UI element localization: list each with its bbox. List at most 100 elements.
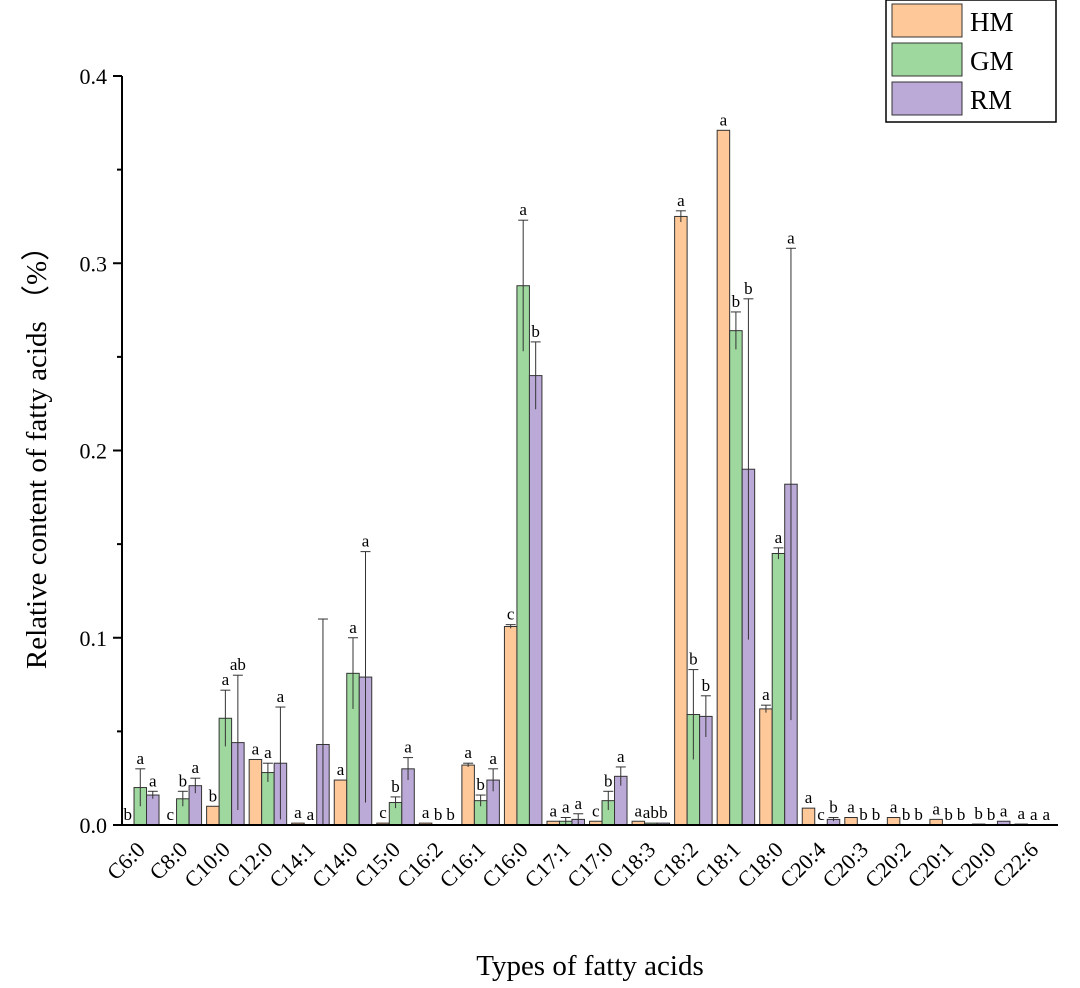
significance-letter: a [489,749,497,768]
bar-hm [886,817,901,826]
significance-letter: b [391,777,400,796]
bar-hm [461,764,475,826]
significance-letter: a [574,794,582,813]
significance-letter: a [252,739,260,758]
significance-letter: a [192,758,200,777]
bar-gm [729,330,743,826]
x-tick-label: C16:0 [477,837,533,893]
significance-letter: c [507,605,515,624]
x-tick-label: C6:0 [102,837,150,885]
significance-letter: a [762,685,770,704]
x-tick-label: C10:0 [179,837,235,893]
y-axis-title: Relative content of fatty acids （%） [21,232,53,669]
significance-letter: a [1017,804,1025,823]
y-tick-label: 0.2 [80,439,108,464]
significance-letter: a [847,798,855,817]
significance-letter: a [422,803,430,822]
bar-gm [771,552,786,826]
significance-letter: b [604,771,613,790]
significance-letter: b [829,798,838,817]
significance-letter: b [659,803,668,822]
significance-letter: b [744,279,753,298]
bar-hm [759,708,773,826]
x-tick-label: C18:0 [732,837,788,893]
x-tick-label: C14:1 [264,837,320,893]
significance-letter: a [805,788,813,807]
significance-letter: b [859,805,868,824]
bar-hm [716,129,731,826]
bar-hm [801,807,816,826]
significance-letter: b [209,786,218,805]
x-tick-label: C15:0 [349,837,405,893]
significance-letter: a [677,191,685,210]
x-tick-label: C20:1 [902,837,958,893]
significance-letter: a [890,798,898,817]
bar-hm [248,758,263,826]
bar-hm [333,779,348,826]
legend-label-gm: GM [970,46,1014,76]
significance-letter: b [957,805,966,824]
legend-swatch-hm [891,3,963,38]
bar-hm [674,215,688,826]
x-tick-label: C18:1 [690,837,746,893]
significance-letter: ab [643,803,659,822]
significance-letter: b [987,805,996,824]
significance-letter: b [702,676,711,695]
bar-hm [206,805,220,826]
significance-letter: a [787,228,795,247]
x-tick-label: C20:2 [860,837,916,893]
x-axis-title: Types of fatty acids [476,950,703,982]
bar-gm [516,285,530,826]
significance-letter: a [294,803,302,822]
significance-letter: a [222,670,230,689]
significance-letter: a [1042,805,1050,824]
bar-rm [528,375,543,826]
significance-letter: a [264,743,272,762]
significance-letter: b [732,292,741,311]
y-tick-label: 0.4 [80,64,108,89]
significance-letter: a [404,738,412,757]
significance-letter: a [562,798,570,817]
significance-letter: a [307,805,315,824]
legend-label-rm: RM [970,85,1012,115]
significance-letter: a [635,801,643,820]
significance-letter: a [549,801,557,820]
y-ticks: 0.0 0.1 0.2 0.3 0.4 [80,64,122,838]
significance-letter: b [872,805,881,824]
x-tick-label: C18:2 [647,837,703,893]
significance-letter: b [944,805,953,824]
significance-letter: a [775,528,783,547]
y-tick-label: 0.3 [80,251,108,276]
x-tick-label: C16:1 [434,837,490,893]
x-tick-label: C17:0 [562,837,618,893]
error-bars-group [135,210,839,825]
significance-letter: a [136,749,144,768]
significance-letter: a [1030,805,1038,824]
significance-letter: a [519,200,527,219]
significance-letter: c [817,805,825,824]
x-tick-label: C20:3 [817,837,873,893]
x-tick-label: C12:0 [222,837,278,893]
significance-letter: a [349,618,357,637]
x-tick-labels: C6:0C8:0C10:0C12:0C14:1C14:0C15:0C16:2C1… [102,837,1043,893]
x-tick-label: C17:1 [520,837,576,893]
x-tick-label: C18:3 [605,837,661,893]
legend-swatch-gm [891,42,963,77]
significance-letter: b [434,805,443,824]
x-tick-label: C20:4 [775,837,831,893]
legend: HM GM RM [885,0,1057,123]
significance-letter: b [124,805,133,824]
x-tick-label: C16:2 [392,837,448,893]
x-tick-label: C14:0 [307,837,363,893]
bars-group [133,129,1028,826]
significance-letter: a [337,760,345,779]
significance-letter: a [617,747,625,766]
significance-letter: a [277,687,285,706]
significance-letter: a [720,110,728,129]
significance-letter: c [592,801,600,820]
significance-letter: c [167,805,175,824]
significance-letter: b [446,805,455,824]
y-tick-label: 0.0 [80,813,108,838]
y-tick-label: 0.1 [80,626,108,651]
